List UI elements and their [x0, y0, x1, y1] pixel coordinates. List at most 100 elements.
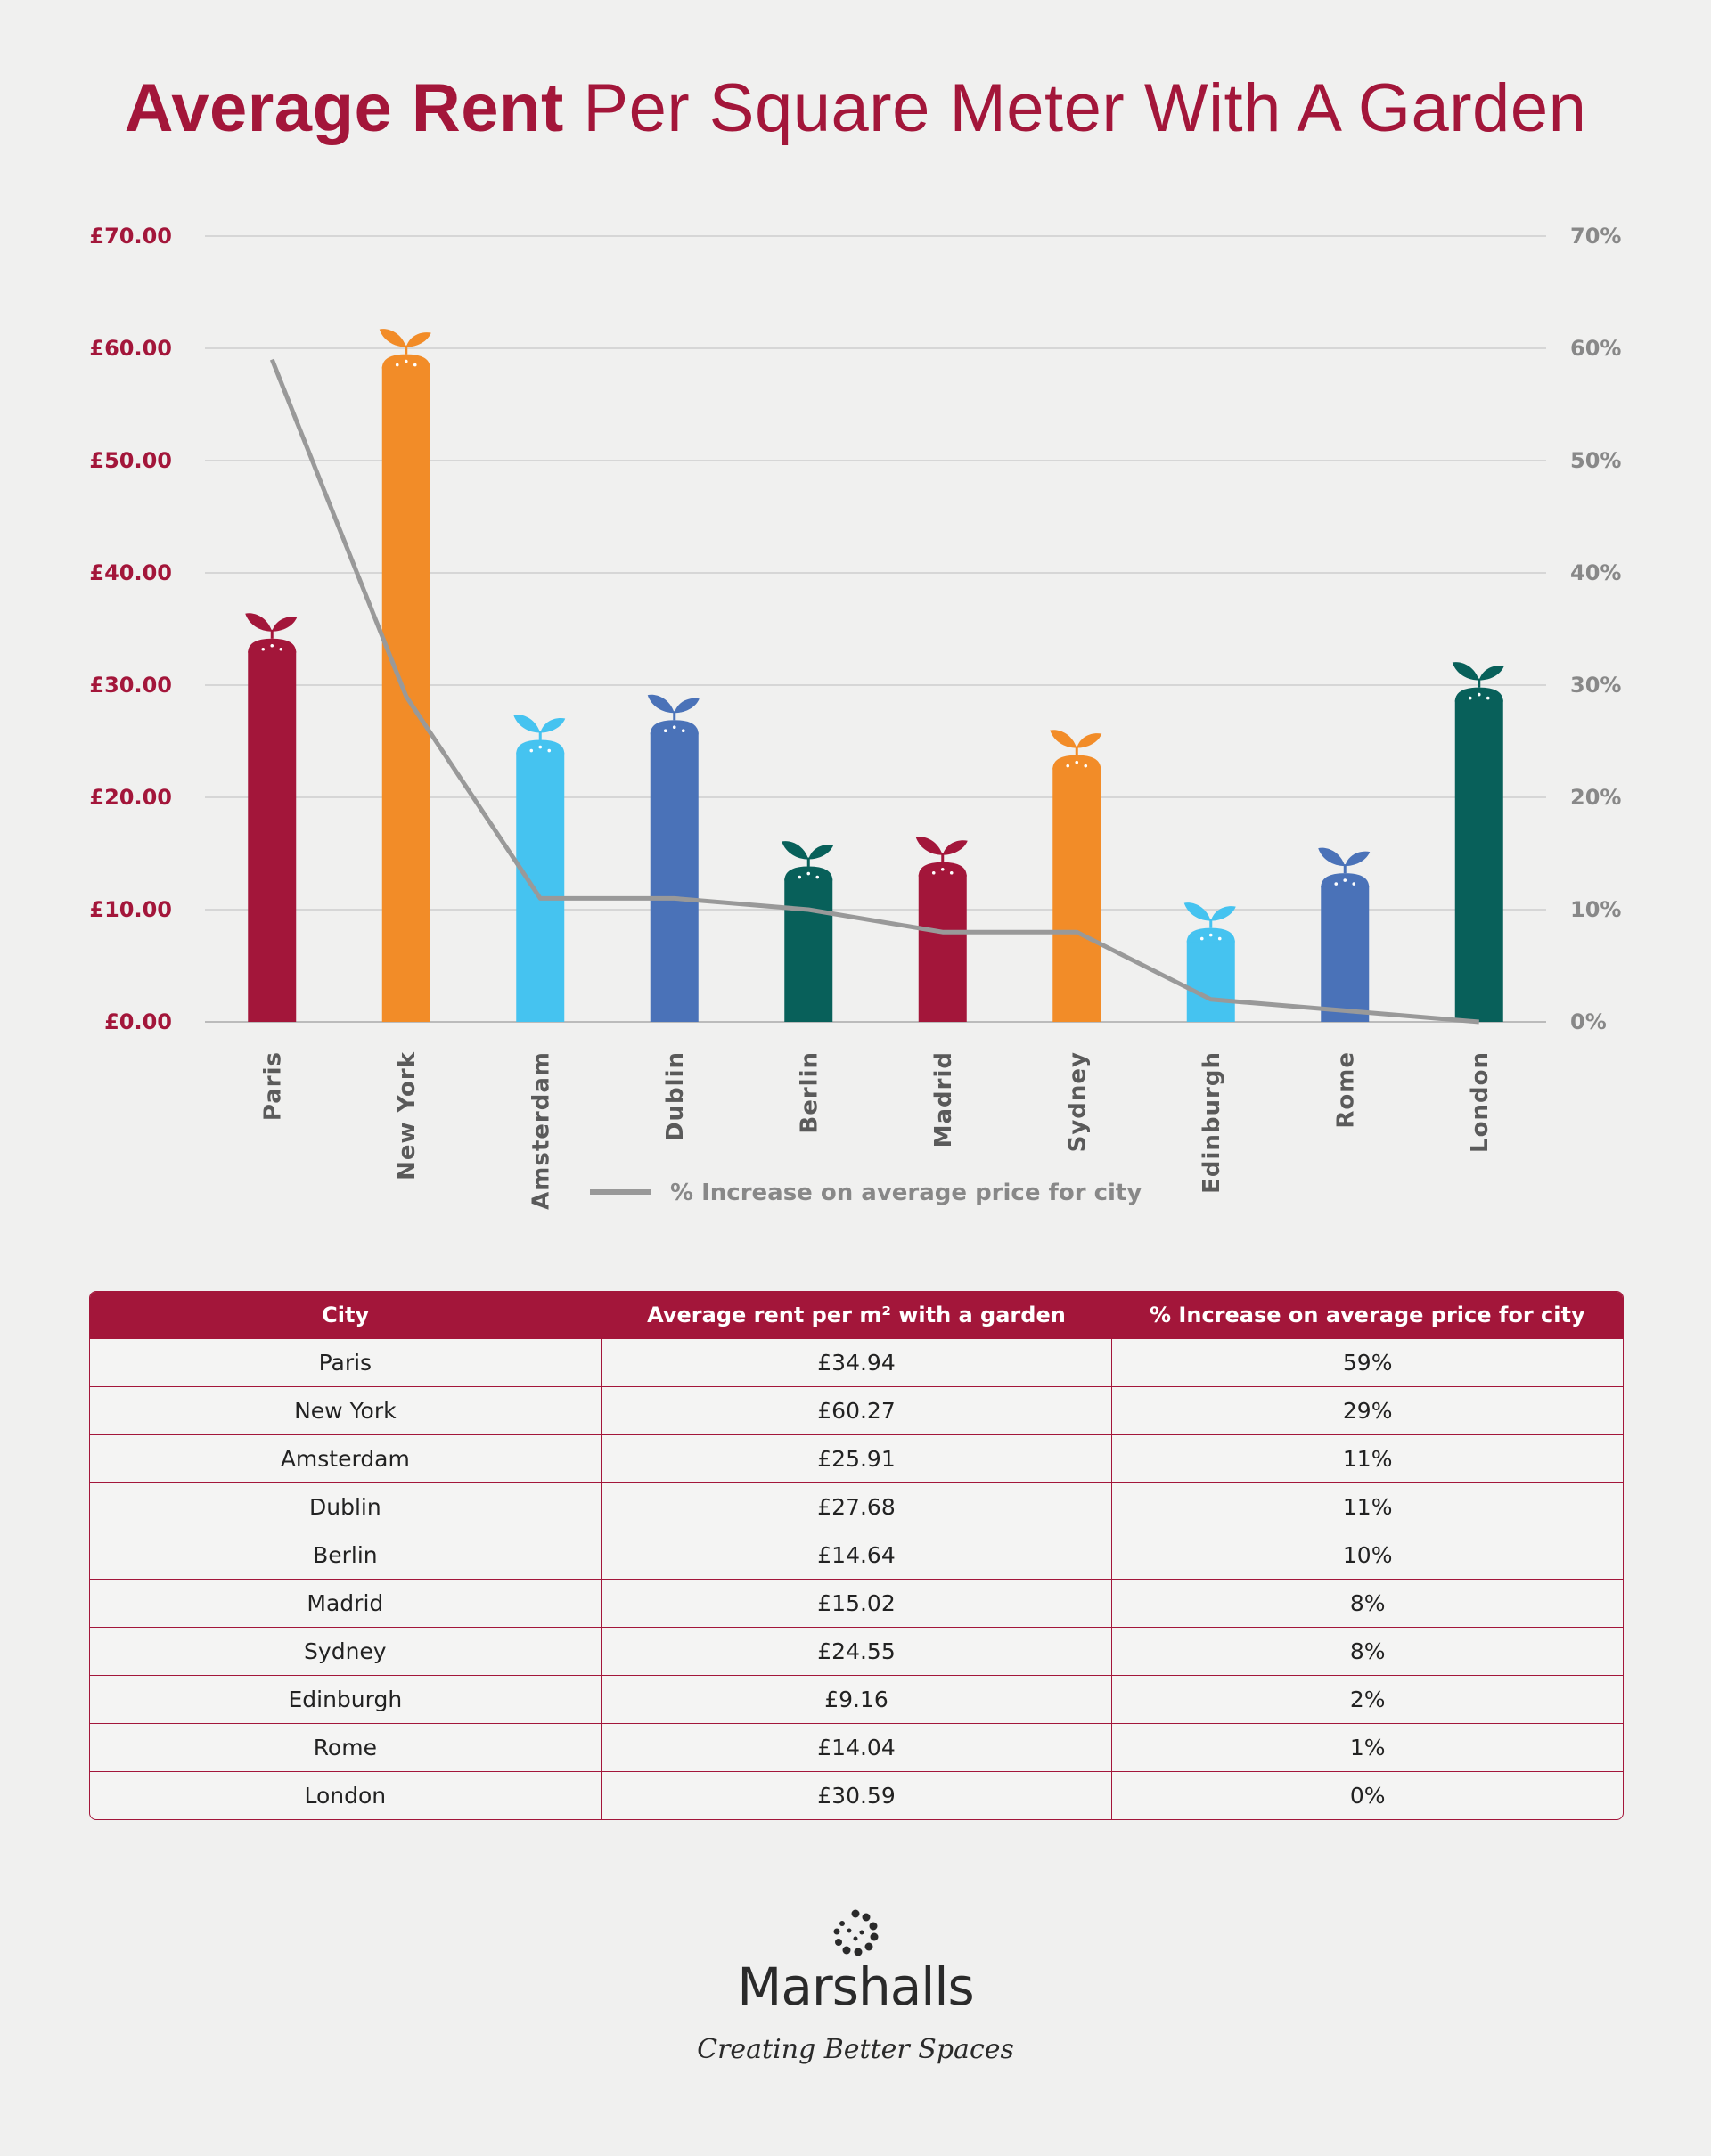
x-category-label: Amsterdam — [528, 1051, 554, 1210]
brand-name: Marshalls — [737, 1956, 974, 2017]
table-row: London £30.59 0% — [90, 1771, 1623, 1819]
bar-dot — [681, 729, 685, 733]
x-category-label: Edinburgh — [1199, 1051, 1225, 1194]
bar — [248, 650, 297, 1022]
table-header-city: City — [322, 1303, 370, 1327]
leaf-right-icon — [405, 332, 431, 347]
x-category-label: London — [1467, 1051, 1494, 1153]
leaf-right-icon — [272, 617, 298, 632]
y-tick-label-left: £10.00 — [89, 897, 172, 922]
table-cell-rent: £27.68 — [600, 1483, 1112, 1531]
y-tick-label-left: £30.00 — [89, 673, 172, 698]
leaf-right-icon — [1345, 851, 1371, 867]
bar-dot — [1066, 764, 1070, 768]
y-tick-label-right: 30% — [1570, 673, 1621, 698]
table-row: Berlin £14.64 10% — [90, 1531, 1623, 1579]
y-tick-label-right: 0% — [1570, 1009, 1607, 1034]
table-cell-increase: 1% — [1111, 1724, 1623, 1771]
leaf-right-icon — [1077, 733, 1102, 748]
bar-dot — [547, 748, 552, 753]
leaf-left-icon — [513, 715, 541, 733]
page-title: Average Rent Per Square Meter With A Gar… — [0, 69, 1711, 147]
y-tick-label-left: £20.00 — [89, 785, 172, 810]
y-tick-label-right: 60% — [1570, 336, 1621, 361]
table-cell-increase: 59% — [1111, 1339, 1623, 1386]
table-cell-rent: £34.94 — [600, 1339, 1112, 1386]
percent-increase-line — [269, 358, 1479, 1025]
bar — [650, 732, 699, 1022]
table-cell-increase: 11% — [1111, 1483, 1623, 1531]
title-rest: Per Square Meter With A Garden — [563, 70, 1587, 146]
bar-dot — [1468, 696, 1472, 700]
bar — [1186, 940, 1235, 1022]
bar-dot — [1208, 933, 1213, 937]
legend-label: % Increase on average price for city — [670, 1180, 1142, 1206]
table-cell-city: Amsterdam — [280, 1446, 410, 1472]
table-row: Amsterdam £25.91 11% — [90, 1434, 1623, 1482]
leaf-left-icon — [915, 837, 943, 855]
leaf-left-icon — [1452, 662, 1479, 681]
table-header-increase: % Increase on average price for city — [1150, 1303, 1585, 1327]
x-category-label: Rome — [1332, 1051, 1359, 1129]
table-cell-rent: £25.91 — [600, 1435, 1112, 1482]
table-cell-city: Paris — [318, 1350, 372, 1376]
y-tick-label-left: £60.00 — [89, 336, 172, 361]
marshalls-logo-icon — [0, 1907, 1711, 1964]
table-cell-city: New York — [294, 1398, 397, 1424]
bar-dot — [1217, 936, 1222, 941]
bar — [516, 752, 565, 1022]
table-row: New York £60.27 29% — [90, 1386, 1623, 1434]
table-cell-increase: 11% — [1111, 1435, 1623, 1482]
leaf-left-icon — [1050, 730, 1077, 748]
table-row: Rome £14.04 1% — [90, 1723, 1623, 1771]
bar-dot — [279, 647, 283, 651]
x-category-label: Madrid — [930, 1051, 957, 1147]
bar-dot — [1352, 882, 1356, 886]
table-cell-rent: £60.27 — [600, 1387, 1112, 1434]
bar — [1454, 699, 1503, 1022]
bar — [784, 878, 833, 1022]
y-tick-label-right: 50% — [1570, 448, 1621, 473]
bar-dot — [1334, 882, 1339, 886]
leaf-left-icon — [647, 694, 675, 714]
bar-dot — [404, 359, 408, 363]
bar-dot — [1477, 692, 1481, 697]
table-cell-city: Rome — [313, 1735, 377, 1760]
table-cell-rent: £14.64 — [600, 1531, 1112, 1579]
x-category-label: New York — [394, 1051, 421, 1180]
leaf-right-icon — [1478, 666, 1504, 681]
table-cell-city: Edinburgh — [288, 1686, 403, 1712]
leaf-right-icon — [808, 845, 834, 860]
y-tick-label-left: £50.00 — [89, 448, 172, 473]
y-tick-label-left: £40.00 — [89, 560, 172, 585]
bar-dot — [413, 363, 417, 367]
bar — [1321, 886, 1370, 1022]
table-row: Madrid £15.02 8% — [90, 1579, 1623, 1627]
table-cell-increase: 8% — [1111, 1580, 1623, 1627]
bar-dot — [798, 875, 802, 879]
bar-dot — [1486, 696, 1490, 700]
table-cell-increase: 8% — [1111, 1628, 1623, 1675]
leaf-left-icon — [782, 841, 809, 860]
table-cell-increase: 29% — [1111, 1387, 1623, 1434]
leaf-left-icon — [1318, 847, 1346, 867]
leaf-right-icon — [674, 698, 700, 714]
table-cell-city: Sydney — [304, 1638, 387, 1664]
table-row: Edinburgh £9.16 2% — [90, 1675, 1623, 1723]
y-tick-label-right: 20% — [1570, 785, 1621, 810]
table-cell-city: Berlin — [313, 1542, 378, 1568]
x-category-label: Paris — [259, 1051, 286, 1121]
table-cell-rent: £24.55 — [600, 1628, 1112, 1675]
table-row: Sydney £24.55 8% — [90, 1627, 1623, 1675]
bar-dot — [949, 870, 954, 875]
table-cell-increase: 2% — [1111, 1676, 1623, 1723]
x-category-label: Berlin — [796, 1051, 823, 1134]
bar-dot — [261, 647, 266, 651]
bar-dot — [1199, 936, 1204, 941]
x-category-label: Sydney — [1064, 1051, 1091, 1152]
table-row: Paris £34.94 59% — [90, 1338, 1623, 1386]
table-cell-rent: £14.04 — [600, 1724, 1112, 1771]
leaf-right-icon — [540, 718, 566, 733]
leaf-right-icon — [942, 840, 968, 855]
leaf-left-icon — [1183, 902, 1211, 921]
